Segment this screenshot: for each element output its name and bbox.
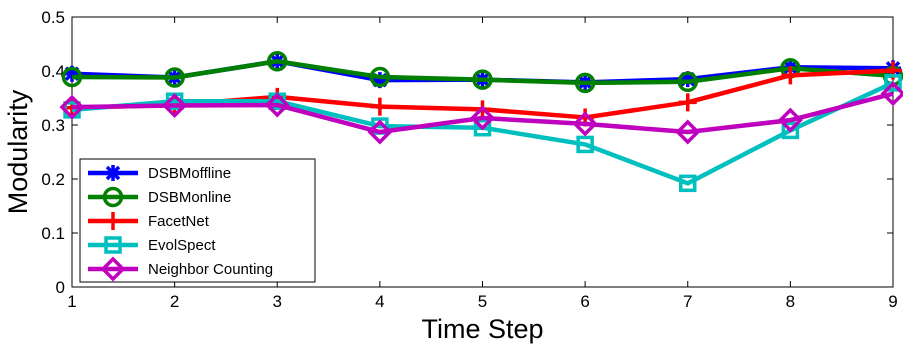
- y-tick-label: 0.1: [41, 224, 65, 243]
- data-point: [164, 67, 185, 88]
- x-tick-label: 3: [273, 292, 282, 311]
- y-axis-title: Modularity: [3, 89, 33, 214]
- data-point: [61, 66, 83, 88]
- y-tick-label: 0.3: [41, 116, 65, 135]
- data-point: [679, 71, 696, 88]
- data-point: [162, 93, 188, 119]
- data-point: [572, 111, 598, 137]
- y-tick-label: 0: [56, 278, 65, 297]
- legend-entry: FacetNet: [88, 212, 210, 230]
- x-tick-label: 8: [786, 292, 795, 311]
- data-point: [370, 97, 389, 116]
- x-tick-label: 6: [580, 292, 589, 311]
- x-tick-label: 4: [375, 292, 384, 311]
- y-tick-label: 0.5: [41, 8, 65, 27]
- data-point: [371, 72, 388, 89]
- data-point: [576, 135, 594, 154]
- y-tick-label: 0.2: [41, 170, 65, 189]
- legend-marker: [105, 165, 121, 181]
- data-point: [678, 93, 697, 112]
- legend-entry: DSBMonline: [88, 186, 231, 208]
- legend-marker: [100, 256, 126, 282]
- data-point: [470, 105, 495, 131]
- data-point: [677, 71, 698, 93]
- data-point: [675, 119, 701, 145]
- legend: DSBMoffline DSBMonline FacetNet EvolSpect Ne…: [79, 158, 316, 283]
- data-point: [777, 107, 803, 133]
- data-point: [880, 81, 903, 107]
- x-tick-label: 1: [67, 292, 76, 311]
- series-line: [71, 59, 894, 86]
- data-point: [781, 121, 800, 140]
- data-point: [367, 119, 393, 145]
- legend-label: EvolSpect: [148, 237, 216, 254]
- data-point: [679, 174, 697, 193]
- data-point: [369, 66, 391, 88]
- data-point: [472, 69, 493, 90]
- data-point: [264, 92, 290, 118]
- x-tick-label: 2: [170, 292, 179, 311]
- series-neighbor-counting: [59, 81, 903, 145]
- series-layer: [59, 51, 903, 193]
- axes: 1 2 3 4 5 6 7 8 9 0 0.1 0.2 0.3 0.4 0.5: [41, 8, 897, 311]
- data-point: [473, 118, 492, 137]
- x-axis-title: Time Step: [421, 314, 543, 344]
- x-tick-label: 5: [478, 292, 487, 311]
- series-line: [71, 91, 894, 135]
- x-tick-label: 9: [888, 292, 897, 311]
- data-point: [884, 74, 902, 92]
- legend-marker: [104, 236, 122, 254]
- legend-label: DSBMonline: [148, 189, 231, 206]
- legend-entry: DSBMoffline: [88, 165, 231, 182]
- legend-entry: Neighbor Counting: [88, 256, 273, 282]
- data-point: [64, 65, 80, 82]
- x-tick-label: 7: [683, 292, 692, 311]
- legend-label: FacetNet: [148, 213, 210, 230]
- legend-label: DSBMoffline: [148, 165, 231, 182]
- data-point: [781, 66, 800, 85]
- legend-marker: [104, 212, 122, 230]
- data-point: [59, 94, 85, 120]
- data-point: [574, 72, 596, 94]
- legend-marker: [102, 186, 124, 208]
- legend-entry: EvolSpect: [88, 236, 216, 254]
- data-point: [267, 51, 288, 72]
- y-tick-label: 0.4: [41, 62, 65, 81]
- legend-label: Neighbor Counting: [148, 261, 273, 278]
